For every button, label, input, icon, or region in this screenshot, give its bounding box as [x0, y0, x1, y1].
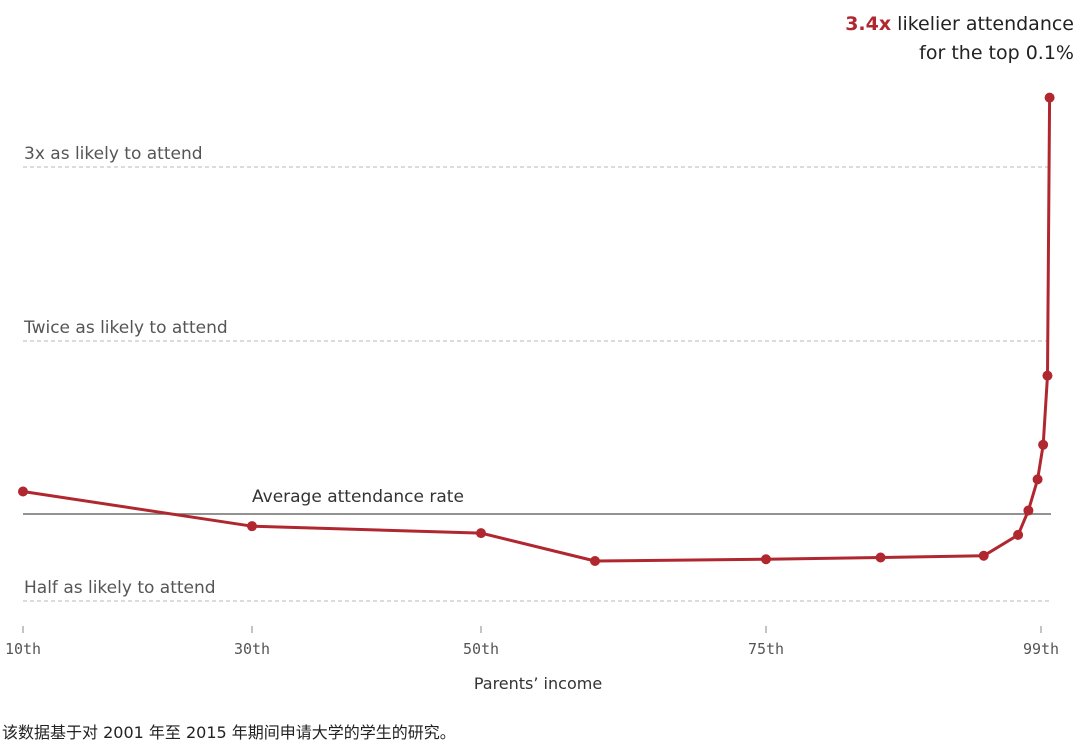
- x-axis-ticks: 10th 30th 50th 75th 99th: [5, 626, 1059, 658]
- data-point-2: [476, 528, 486, 539]
- data-point-10: [1038, 439, 1049, 450]
- x-tick-label-3: 75th: [748, 640, 784, 658]
- data-point-3: [590, 555, 600, 566]
- x-tick-label-0: 10th: [5, 640, 41, 658]
- top-callout: 3.4x likelier attendance for the top 0.1…: [845, 10, 1074, 68]
- x-axis-title: Parents’ income: [474, 674, 602, 693]
- data-point-12: [1044, 92, 1055, 103]
- data-point-9: [1032, 474, 1043, 485]
- data-point-1: [247, 521, 257, 532]
- chart-area: 3x as likely to attend Twice as likely to…: [5, 92, 1059, 693]
- data-point-7: [1013, 529, 1024, 540]
- callout-line-2: for the top 0.1%: [919, 42, 1074, 64]
- reference-line-label-2: Half as likely to attend: [24, 578, 216, 598]
- callout-highlight: 3.4x: [845, 13, 892, 35]
- reference-lines: 3x as likely to attend Twice as likely to…: [23, 144, 1051, 602]
- data-point-4: [761, 554, 771, 565]
- series-points: [18, 92, 1055, 566]
- caption: 该数据基于对 2001 年至 2015 年期间申请大学的学生的研究。: [2, 723, 456, 742]
- x-tick-label-4: 99th: [1023, 640, 1059, 658]
- average-line-group: Average attendance rate: [23, 487, 1051, 515]
- data-point-8: [1023, 505, 1034, 516]
- x-tick-label-2: 50th: [463, 640, 499, 658]
- data-point-5: [875, 552, 886, 563]
- x-tick-label-1: 30th: [234, 640, 270, 658]
- callout-line-1: 3.4x likelier attendance: [845, 10, 1074, 39]
- reference-line-label-0: 3x as likely to attend: [24, 144, 203, 164]
- data-point-6: [978, 550, 989, 561]
- reference-line-label-1: Twice as likely to attend: [23, 318, 228, 338]
- data-point-11: [1042, 370, 1053, 381]
- data-point-0: [18, 486, 28, 497]
- callout-line-1-text: likelier attendance: [891, 13, 1074, 35]
- average-line-label: Average attendance rate: [252, 487, 464, 507]
